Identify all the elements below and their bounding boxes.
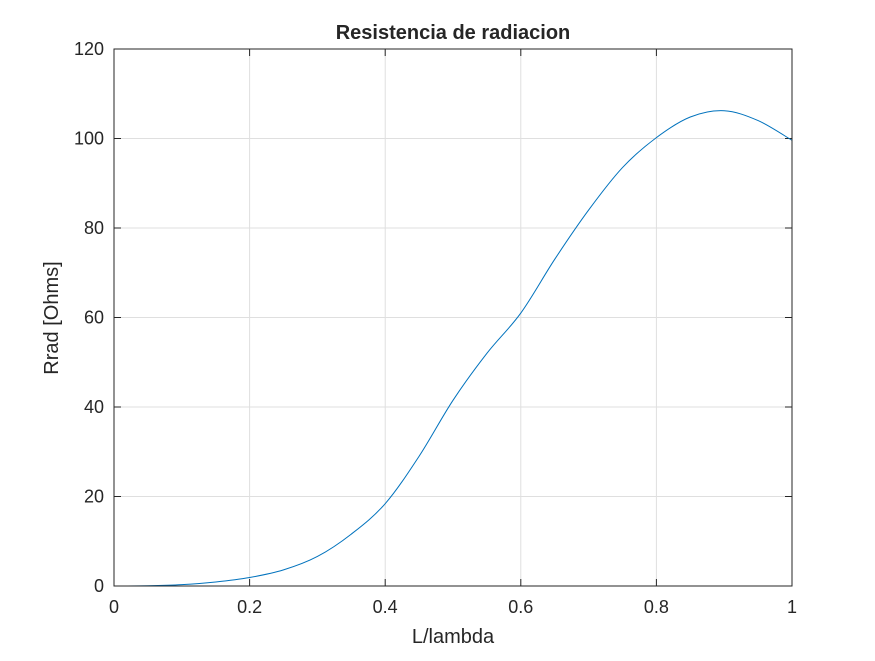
y-tick-label: 0 (94, 576, 104, 596)
axes-box (113, 48, 793, 587)
x-tick-label: 0.6 (508, 597, 533, 617)
x-tick-label: 0.2 (237, 597, 262, 617)
series-line (113, 110, 793, 587)
y-tick-label: 100 (74, 129, 104, 149)
x-tick-label: 1 (787, 597, 797, 617)
y-tick-label: 40 (84, 397, 104, 417)
y-tick-label: 120 (74, 39, 104, 59)
tick-labels: 0 0.2 0.4 0.6 0.8 1 0 20 40 60 80 100 120 (74, 39, 797, 617)
y-tick-label: 80 (84, 218, 104, 238)
y-axis-label: Rrad [Ohms] (41, 261, 63, 374)
x-tick-label: 0 (109, 597, 119, 617)
grid-lines (114, 49, 792, 586)
x-tick-label: 0.8 (644, 597, 669, 617)
chart-title: Resistencia de radiacion (336, 22, 571, 44)
y-tick-label: 60 (84, 308, 104, 328)
x-tick-label: 0.4 (373, 597, 398, 617)
x-axis-label: L/lambda (412, 626, 495, 648)
y-tick-label: 20 (84, 487, 104, 507)
